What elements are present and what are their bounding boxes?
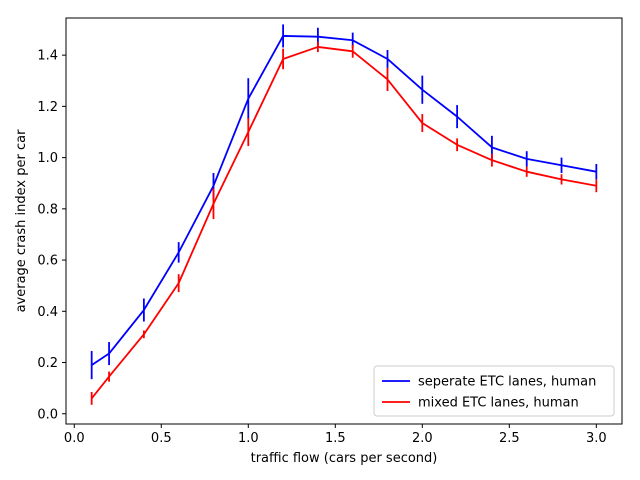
x-tick-label: 3.0 [586,431,607,446]
plot-area [66,18,622,424]
series-1 [90,41,598,405]
y-tick-label: 0.8 [37,202,58,217]
legend-label: seperate ETC lanes, human [418,375,596,390]
legend-item: seperate ETC lanes, human [382,375,596,390]
y-tick-label: 1.0 [37,151,58,166]
legend-label: mixed ETC lanes, human [418,396,579,411]
legend-box [373,365,615,417]
x-tick-label: 1.0 [238,431,259,446]
x-axis: 0.0 0.5 1.0 1.5 2.0 2.5 3.0 [64,424,607,446]
x-tick-label: 2.5 [499,431,520,446]
plot-background [66,18,622,424]
x-tick-label: 2.0 [412,431,433,446]
x-axis-label: traffic flow (cars per second) [251,451,438,466]
x-tick-label: 0.5 [151,431,172,446]
axes-border [65,17,623,425]
y-tick-label: 0.0 [37,407,58,422]
legend-item: mixed ETC lanes, human [382,396,579,411]
axes-frame [65,17,623,425]
x-tick-label: 0.0 [64,431,85,446]
y-tick-label: 0.4 [37,305,58,320]
series-layer [90,24,598,405]
x-tick-label: 1.5 [325,431,346,446]
y-tick-label: 1.4 [37,49,58,64]
series-line [91,35,597,366]
series-line [90,46,597,399]
y-tick-label: 1.2 [37,100,58,115]
y-axis-label: average crash index per car [14,129,29,312]
y-tick-label: 0.6 [37,254,58,269]
y-axis: 0.0 0.2 0.4 0.6 0.8 1.0 1.2 1.4 [37,49,66,422]
legend: seperate ETC lanes, human mixed ETC lanes… [373,365,615,417]
y-tick-label: 0.2 [37,356,58,371]
